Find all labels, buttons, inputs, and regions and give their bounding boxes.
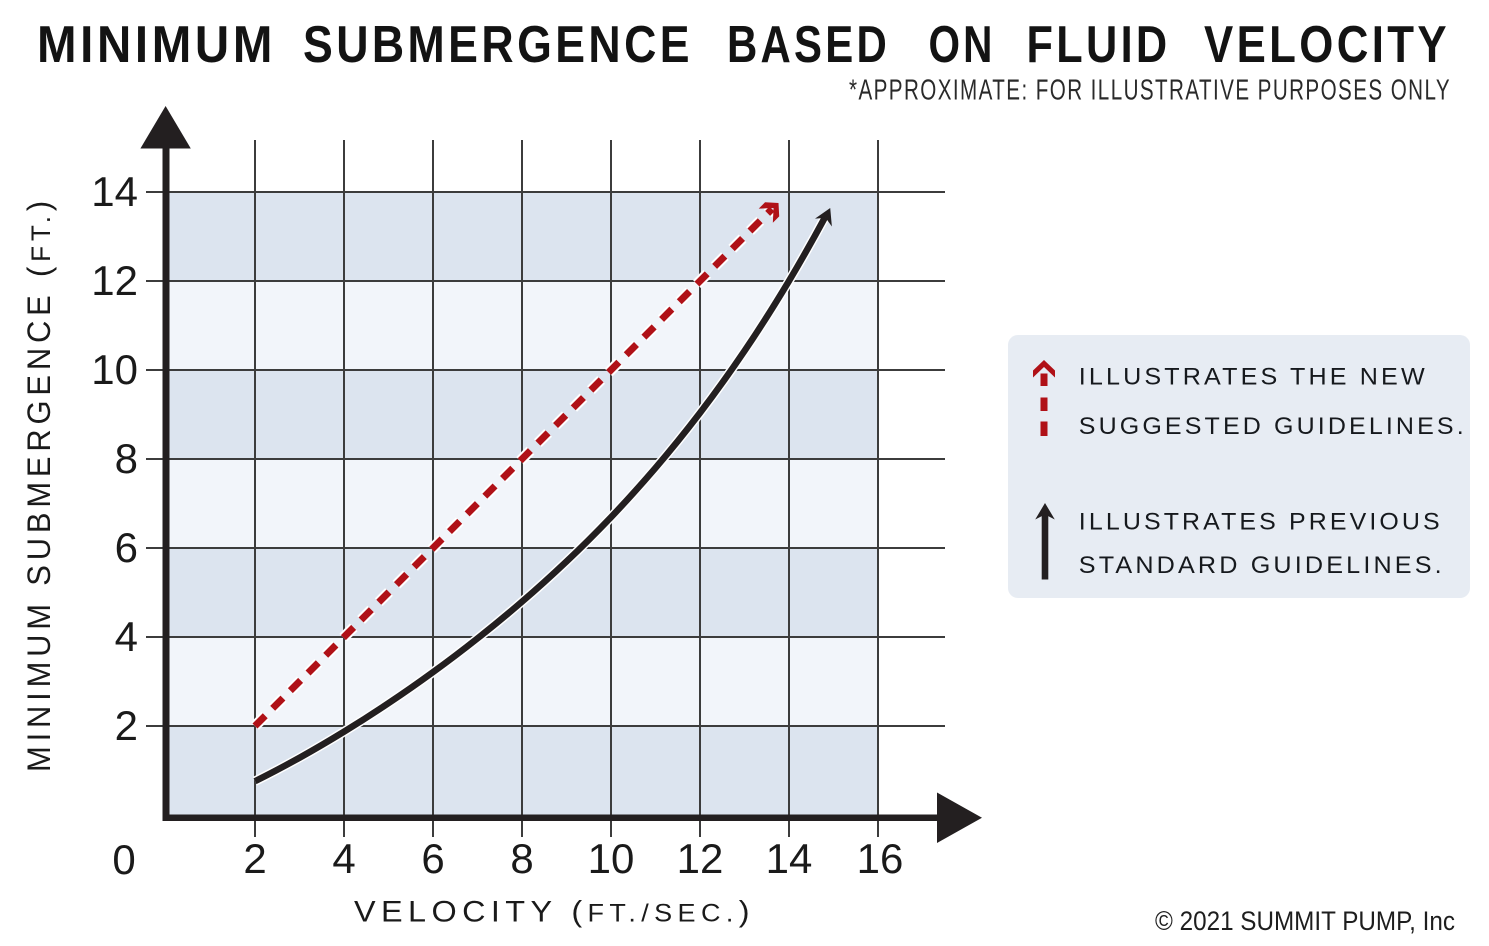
svg-text:STANDARD GUIDELINES.: STANDARD GUIDELINES. bbox=[1079, 552, 1445, 579]
svg-text:6: 6 bbox=[115, 524, 138, 571]
svg-text:4: 4 bbox=[332, 835, 355, 882]
svg-text:8: 8 bbox=[115, 435, 138, 482]
svg-text:14: 14 bbox=[91, 168, 138, 215]
svg-text:FLUID: FLUID bbox=[1027, 16, 1171, 74]
svg-text:© 2021 SUMMIT PUMP, Inc: © 2021 SUMMIT PUMP, Inc bbox=[1155, 906, 1455, 936]
svg-text:10: 10 bbox=[588, 835, 635, 882]
svg-text:MINIMUM: MINIMUM bbox=[37, 16, 276, 74]
svg-text:6: 6 bbox=[421, 835, 444, 882]
svg-text:ON: ON bbox=[929, 16, 996, 74]
svg-text:*APPROXIMATE: FOR ILLUSTRATIVE: *APPROXIMATE: FOR ILLUSTRATIVE PURPOSES … bbox=[849, 75, 1451, 107]
svg-text:10: 10 bbox=[91, 346, 138, 393]
svg-text:12: 12 bbox=[91, 257, 138, 304]
svg-text:VELOCITY (FT./SEC.): VELOCITY (FT./SEC.) bbox=[354, 896, 755, 929]
svg-text:4: 4 bbox=[115, 613, 138, 660]
svg-text:2: 2 bbox=[115, 702, 138, 749]
svg-text:MINIMUM SUBMERGENCE (FT.): MINIMUM SUBMERGENCE (FT.) bbox=[21, 196, 57, 772]
svg-text:16: 16 bbox=[857, 835, 904, 882]
svg-text:12: 12 bbox=[677, 835, 724, 882]
svg-text:8: 8 bbox=[510, 835, 533, 882]
svg-text:SUBMERGENCE: SUBMERGENCE bbox=[303, 16, 693, 74]
svg-text:ILLUSTRATES THE NEW: ILLUSTRATES THE NEW bbox=[1079, 363, 1428, 390]
svg-text:SUGGESTED GUIDELINES.: SUGGESTED GUIDELINES. bbox=[1079, 413, 1467, 440]
svg-text:ILLUSTRATES PREVIOUS: ILLUSTRATES PREVIOUS bbox=[1079, 508, 1443, 535]
svg-text:2: 2 bbox=[243, 835, 266, 882]
svg-text:0: 0 bbox=[112, 836, 135, 883]
svg-text:14: 14 bbox=[766, 835, 813, 882]
svg-text:VELOCITY: VELOCITY bbox=[1204, 16, 1450, 74]
svg-text:BASED: BASED bbox=[727, 16, 890, 74]
